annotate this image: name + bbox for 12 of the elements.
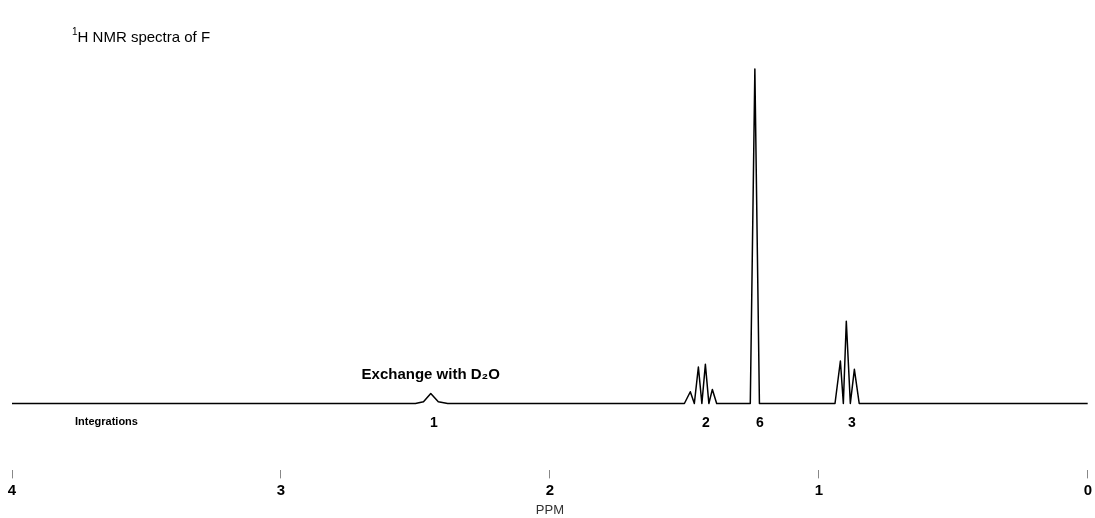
x-tick-label: 1 xyxy=(814,480,824,498)
x-axis-title: PPM xyxy=(535,501,564,517)
x-tick-label: 0 xyxy=(1083,480,1092,498)
text: 3 xyxy=(848,414,857,431)
text: 2 xyxy=(702,414,711,431)
text: 1 xyxy=(430,414,439,431)
annotation: Exchange with D₂O xyxy=(361,365,501,383)
text: 6 xyxy=(756,414,765,431)
x-tick-label: 3 xyxy=(276,480,286,498)
x-tick-label: 4 xyxy=(7,480,17,498)
text: Integrations xyxy=(75,415,138,428)
x-tick-label: 2 xyxy=(545,480,555,498)
